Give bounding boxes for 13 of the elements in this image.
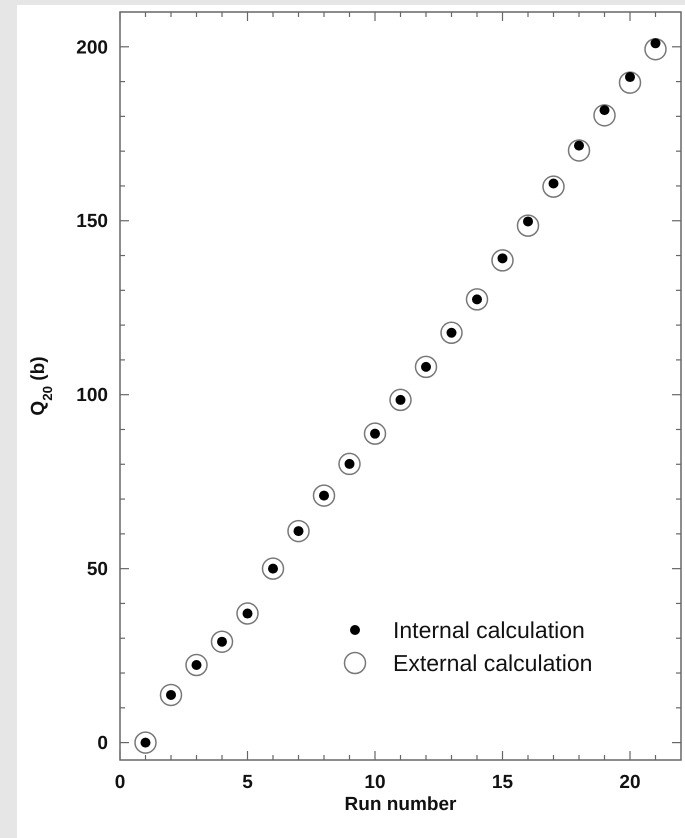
x-axis-title: Run number <box>344 794 458 815</box>
legend-label: Internal calculation <box>393 617 585 643</box>
y-tick-label: 100 <box>76 385 108 406</box>
x-tick-label: 10 <box>364 772 386 793</box>
x-tick-label: 20 <box>619 772 641 793</box>
y-tick-label: 150 <box>76 211 108 232</box>
y-tick-label: 50 <box>86 559 108 580</box>
y-tick-label: 200 <box>76 37 108 58</box>
x-tick-label: 5 <box>242 772 254 793</box>
legend-label: External calculation <box>393 650 592 676</box>
x-tick-label: 0 <box>114 772 126 793</box>
y-tick-label: 0 <box>97 733 108 754</box>
x-tick-label: 15 <box>492 772 514 793</box>
